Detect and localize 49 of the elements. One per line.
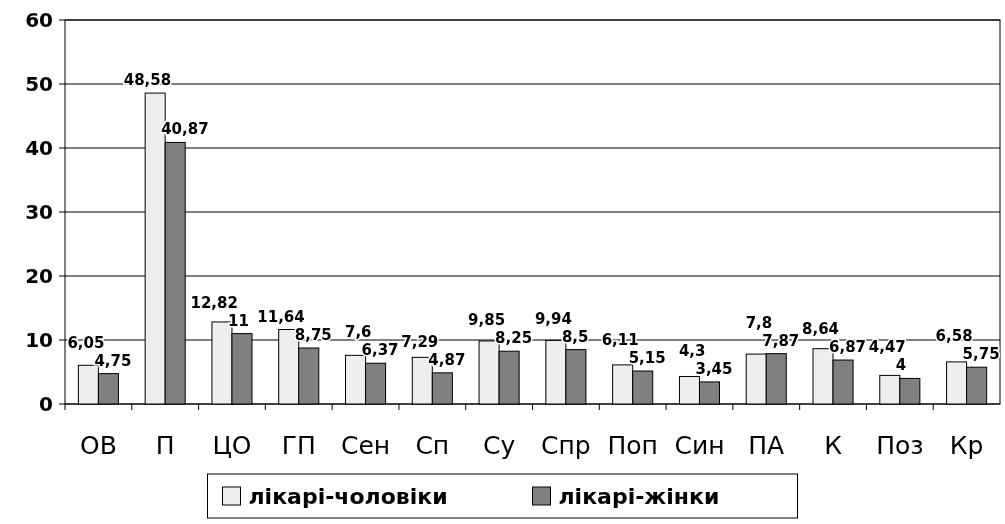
data-label: 48,58 xyxy=(123,71,172,90)
data-label: 9,94 xyxy=(534,309,572,328)
data-label: 6,37 xyxy=(361,341,399,360)
data-label: 6,05 xyxy=(67,333,105,352)
y-tick-label: 10 xyxy=(25,328,53,352)
x-tick-label: ГП xyxy=(281,431,316,460)
x-tick-label: Су xyxy=(482,431,516,460)
x-tick-label: Син xyxy=(674,431,725,460)
data-label: 7,29 xyxy=(401,332,439,351)
y-tick-label: 0 xyxy=(39,392,53,416)
data-label: 11,64 xyxy=(257,307,305,326)
legend-label: лікарі-жінки xyxy=(558,483,720,509)
x-tick-label: ПА xyxy=(748,431,785,460)
data-label: 6,11 xyxy=(601,331,639,350)
y-tick-label: 60 xyxy=(25,8,53,32)
y-tick-label: 30 xyxy=(25,200,53,224)
y-tick-label: 50 xyxy=(25,72,53,96)
data-label: 8,5 xyxy=(561,327,589,346)
data-label: 7,87 xyxy=(762,331,800,350)
x-tick-label: П xyxy=(155,431,175,460)
x-tick-label: Сп xyxy=(415,431,450,460)
x-tick-label: К xyxy=(824,431,843,460)
y-tick-label: 20 xyxy=(25,264,53,288)
x-tick-label: Сен xyxy=(340,431,391,460)
data-label: 5,75 xyxy=(962,345,1000,364)
data-label: 11 xyxy=(227,311,249,330)
data-label: 4,87 xyxy=(428,350,466,369)
legend-label: лікарі-чоловіки xyxy=(248,483,448,509)
data-label: 7,8 xyxy=(745,313,773,332)
data-label: 12,82 xyxy=(190,293,238,312)
x-tick-label: Спр xyxy=(541,431,591,460)
data-label: 8,64 xyxy=(802,320,840,339)
x-tick-label: Поп xyxy=(607,431,658,460)
data-label: 6,87 xyxy=(829,338,867,357)
data-label: 4 xyxy=(895,356,907,375)
data-label: 7,6 xyxy=(344,323,372,342)
data-label: 4,47 xyxy=(868,338,906,357)
x-tick-label: ОВ xyxy=(79,431,117,460)
data-label: 4,3 xyxy=(678,341,706,360)
data-label: 8,25 xyxy=(495,329,533,348)
data-label: 9,85 xyxy=(468,311,506,330)
data-label: 6,58 xyxy=(935,327,973,346)
data-label: 3,45 xyxy=(695,359,733,378)
data-label: 4,75 xyxy=(94,351,132,370)
x-tick-label: ЦО xyxy=(212,431,252,460)
x-tick-label: Поз xyxy=(876,431,924,460)
data-label: 5,15 xyxy=(628,349,666,368)
y-tick-label: 40 xyxy=(25,136,53,160)
x-tick-label: Кр xyxy=(949,431,984,460)
